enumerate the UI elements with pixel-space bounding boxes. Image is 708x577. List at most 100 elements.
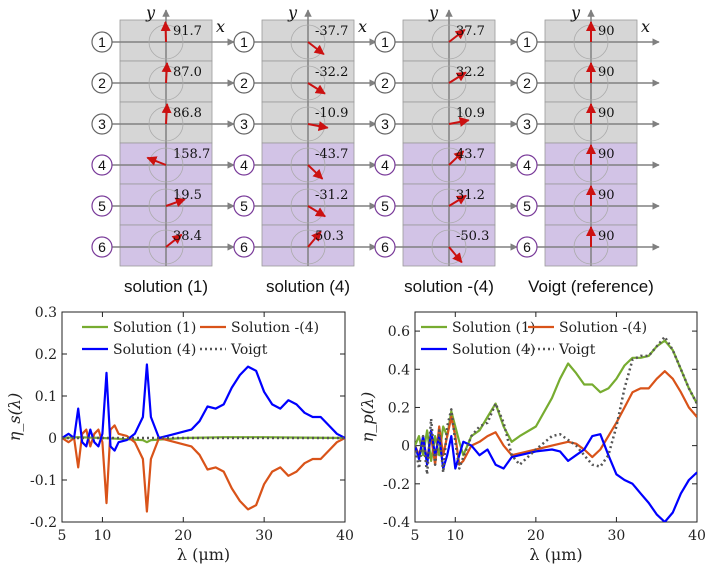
angle-value: -32.2: [315, 65, 348, 80]
angle-value: 10.9: [456, 106, 485, 121]
layer-number: 5: [381, 198, 389, 214]
angle-value: 90: [598, 24, 615, 39]
y-tick-label: 0.4: [388, 362, 410, 378]
orientation-circle: [290, 147, 326, 183]
layer-number: 1: [240, 34, 248, 50]
layer-number-circle: [91, 154, 113, 176]
polarization-arrow: [165, 233, 183, 248]
orientation-circle: [431, 24, 467, 60]
orientation-circle: [290, 229, 326, 265]
panel-column: y 1 -37.7 2 -32.2 3 -10.9 4 -43.7 5 -31.2 6 50.3 x sol…: [233, 3, 377, 296]
series-group: [62, 363, 345, 513]
layer-number-circle: [374, 113, 396, 135]
layer-number-circle: [91, 113, 113, 135]
angle-value: 158.7: [173, 147, 210, 162]
polarization-arrow: [307, 82, 326, 95]
layer-number: 3: [381, 116, 389, 132]
eta-s-chart: -0.2 -0.1 0 0.1 0.2 0.3 5 10 20 30 40 λ (μm) η_s(λ) S…: [5, 305, 354, 564]
legend-entry: Voigt: [558, 342, 596, 358]
polarization-arrow: [448, 117, 470, 127]
layer-number-circle: [233, 236, 255, 258]
x-tick-label: 10: [446, 528, 464, 544]
x-axis-label: λ (μm): [177, 545, 230, 564]
polarization-arrow: [307, 164, 324, 180]
x-tick-label: 10: [94, 528, 112, 544]
layer-number: 6: [98, 239, 106, 255]
angle-value: 91.7: [173, 24, 202, 39]
angle-value: -10.9: [315, 106, 348, 121]
layer-number: 6: [240, 239, 248, 255]
layer-number: 5: [98, 198, 106, 214]
legend-entry: Voigt: [230, 342, 268, 358]
panel-column: y 1 90 2 90 3 90 4 90 5 90 6 90 x Voigt (reference): [516, 3, 660, 296]
angle-value: 90: [598, 188, 615, 203]
layer-number-circle: [233, 154, 255, 176]
layer-number-circle: [374, 31, 396, 53]
polarization-arrow: [448, 71, 467, 84]
orientation-circle: [148, 229, 184, 265]
layer-number: 5: [523, 198, 531, 214]
angle-value: 19.5: [173, 188, 202, 203]
x-axis-label: x: [641, 17, 650, 36]
panel-caption: solution (1): [124, 277, 208, 296]
series-group: [415, 335, 697, 522]
polarization-arrow: [307, 205, 326, 218]
layer-number-circle: [516, 72, 538, 94]
legend-entry: Solution (4): [113, 342, 196, 358]
eta-p-chart: -0.4 -0.2 0 0.2 0.4 0.6 5 10 20 30 40 λ (μm) η_p(λ) S…: [358, 311, 706, 564]
layer-number-circle: [233, 113, 255, 135]
layer-number-circle: [516, 113, 538, 135]
layer-number-circle: [374, 195, 396, 217]
layer-number-circle: [233, 31, 255, 53]
legend-entry: Solution (4): [452, 342, 535, 358]
layer-number-circle: [516, 154, 538, 176]
y-tick-label: 0.2: [35, 347, 57, 363]
layer-number: 2: [381, 75, 389, 91]
panel-caption: solution -(4): [404, 277, 494, 296]
series-line-solution-4-: [62, 424, 345, 513]
angle-value: -43.7: [315, 147, 348, 162]
orientation-circle: [290, 24, 326, 60]
layer-number-circle: [91, 195, 113, 217]
x-tick-label: 20: [174, 528, 192, 544]
polarization-arrow: [448, 28, 466, 43]
orientation-circle: [431, 188, 467, 224]
x-tick-label: 30: [608, 528, 626, 544]
polarization-arrow: [307, 230, 322, 248]
x-tick-label: 5: [58, 528, 67, 544]
angle-value: -50.3: [456, 229, 489, 244]
series-line-solution-4-: [415, 429, 697, 522]
y-tick-label: -0.2: [30, 515, 57, 531]
panel-column: y 1 91.7 2 87.0 3 86.8 4 158.7 5 19.5 6 38.4 x solutio…: [91, 3, 235, 296]
layer-number: 2: [240, 75, 248, 91]
polarization-arrow: [448, 150, 465, 166]
layer-number: 3: [523, 116, 531, 132]
legend: Solution (1) Solution -(4) Solution (4) Voi…: [82, 320, 319, 358]
layer-number: 2: [523, 75, 531, 91]
polarization-arrow: [161, 62, 172, 84]
angle-value: -31.2: [315, 188, 348, 203]
polarization-arrow: [161, 103, 172, 125]
layer-number: 4: [98, 157, 106, 173]
x-tick-label: 20: [527, 528, 545, 544]
legend-entry: Solution -(4): [231, 320, 319, 336]
panel-caption: solution (4): [266, 277, 350, 296]
series-line-solution-4-: [62, 363, 345, 452]
layer-number: 4: [381, 157, 389, 173]
layer-number: 3: [240, 116, 248, 132]
polarization-arrow: [448, 246, 463, 264]
legend-entry: Solution -(4): [559, 320, 647, 336]
angle-value: 50.3: [315, 229, 344, 244]
layer-number: 1: [523, 34, 531, 50]
polarization-arrow: [307, 121, 329, 131]
layer-number: 6: [381, 239, 389, 255]
polarization-arrow: [146, 156, 167, 166]
panel-column: y 1 37.7 2 32.2 3 10.9 4 43.7 5 31.2 6 -50.3 solution…: [374, 3, 518, 296]
angle-value: 43.7: [456, 147, 485, 162]
layer-orientation-panels: y 1 91.7 2 87.0 3 86.8 4 158.7 5 19.5 6 38.4 x solutio…: [91, 3, 660, 296]
layer-number-circle: [516, 236, 538, 258]
angle-value: 38.4: [173, 229, 202, 244]
x-tick-label: 5: [411, 528, 420, 544]
y-axis-label: η_p(λ): [358, 392, 377, 442]
